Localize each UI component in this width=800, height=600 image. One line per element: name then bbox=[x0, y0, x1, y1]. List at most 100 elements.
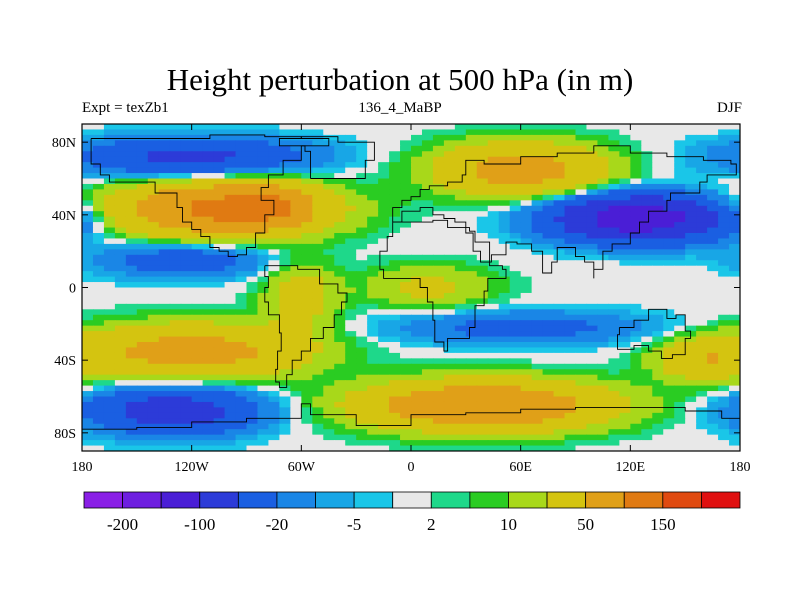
field-cell bbox=[476, 162, 489, 169]
field-cell bbox=[542, 194, 555, 201]
field-cell bbox=[663, 309, 675, 316]
field-cell bbox=[92, 429, 105, 436]
field-cell bbox=[630, 194, 642, 201]
field-cell bbox=[312, 347, 324, 354]
field-cell bbox=[531, 145, 544, 152]
field-cell bbox=[301, 189, 313, 196]
field-cell bbox=[509, 222, 522, 229]
field-cell bbox=[92, 254, 105, 261]
field-cell bbox=[103, 189, 116, 196]
field-cell bbox=[718, 391, 730, 398]
field-cell bbox=[367, 211, 379, 218]
field-cell bbox=[268, 418, 280, 425]
field-cell bbox=[608, 325, 620, 332]
field-cell bbox=[564, 167, 577, 174]
field-cell bbox=[345, 369, 357, 376]
field-cell bbox=[169, 162, 182, 169]
field-cell bbox=[454, 423, 467, 430]
field-cell bbox=[246, 276, 259, 283]
field-cell bbox=[224, 200, 237, 207]
field-cell bbox=[707, 385, 719, 392]
field-cell bbox=[421, 260, 434, 267]
field-cell bbox=[279, 412, 291, 419]
field-cell bbox=[509, 391, 522, 398]
field-cell bbox=[224, 407, 237, 414]
field-cell bbox=[301, 162, 313, 169]
field-cell bbox=[158, 189, 171, 196]
field-cell bbox=[301, 380, 313, 387]
field-cell bbox=[202, 396, 215, 403]
field-cell bbox=[367, 325, 379, 332]
field-cell bbox=[224, 276, 237, 283]
field-cell bbox=[356, 124, 368, 131]
field-cell bbox=[125, 216, 138, 223]
field-cell bbox=[180, 396, 193, 403]
field-cell bbox=[334, 287, 346, 294]
field-cell bbox=[487, 156, 500, 163]
colorbar-box bbox=[469, 491, 509, 509]
field-cell bbox=[718, 271, 730, 278]
field-cell bbox=[158, 292, 171, 299]
field-cell bbox=[432, 194, 445, 201]
field-cell bbox=[674, 249, 686, 256]
field-cell bbox=[378, 178, 390, 185]
field-cell bbox=[224, 412, 237, 419]
field-cell bbox=[400, 124, 412, 131]
field-cell bbox=[432, 369, 445, 376]
field-cell bbox=[443, 162, 456, 169]
field-cell bbox=[608, 434, 620, 441]
field-cell bbox=[674, 271, 686, 278]
field-cell bbox=[619, 189, 631, 196]
field-cell bbox=[389, 418, 401, 425]
field-cell bbox=[411, 385, 423, 392]
field-cell bbox=[520, 140, 533, 147]
field-cell bbox=[169, 276, 182, 283]
field-cell bbox=[729, 396, 740, 403]
field-cell bbox=[641, 363, 653, 370]
field-cell bbox=[575, 445, 588, 451]
field-cell bbox=[92, 401, 105, 408]
field-cell bbox=[334, 369, 346, 376]
field-cell bbox=[235, 183, 248, 190]
field-cell bbox=[268, 216, 280, 223]
field-cell bbox=[301, 178, 313, 185]
field-cell bbox=[235, 401, 248, 408]
field-cell bbox=[421, 167, 434, 174]
x-tick-label: 120E bbox=[616, 460, 646, 475]
field-cell bbox=[718, 331, 730, 338]
field-cell bbox=[586, 124, 599, 131]
field-cell bbox=[443, 363, 456, 370]
field-cell bbox=[180, 173, 193, 180]
field-cell bbox=[619, 396, 631, 403]
field-cell bbox=[432, 249, 445, 256]
field-cell bbox=[454, 298, 467, 305]
field-cell bbox=[125, 183, 138, 190]
field-cell bbox=[663, 320, 675, 327]
field-cell bbox=[663, 391, 675, 398]
field-cell bbox=[696, 347, 708, 354]
field-cell bbox=[290, 418, 302, 425]
field-cell bbox=[213, 167, 226, 174]
field-cell bbox=[432, 401, 445, 408]
field-cell bbox=[729, 358, 740, 365]
field-cell bbox=[202, 342, 215, 349]
field-cell bbox=[334, 298, 346, 305]
field-cell bbox=[202, 292, 215, 299]
field-cell bbox=[367, 342, 379, 349]
field-cell bbox=[575, 423, 588, 430]
field-cell bbox=[202, 287, 215, 294]
field-cell bbox=[400, 282, 412, 289]
field-cell bbox=[345, 129, 357, 136]
field-cell bbox=[619, 265, 631, 272]
field-cell bbox=[608, 331, 620, 338]
field-cell bbox=[334, 173, 346, 180]
field-cell bbox=[487, 200, 500, 207]
field-cell bbox=[696, 314, 708, 321]
field-cell bbox=[487, 347, 500, 354]
field-cell bbox=[191, 380, 204, 387]
field-cell bbox=[718, 292, 730, 299]
field-cell bbox=[345, 352, 357, 359]
field-cell bbox=[279, 140, 291, 147]
field-cell bbox=[202, 282, 215, 289]
field-cell bbox=[564, 369, 577, 376]
